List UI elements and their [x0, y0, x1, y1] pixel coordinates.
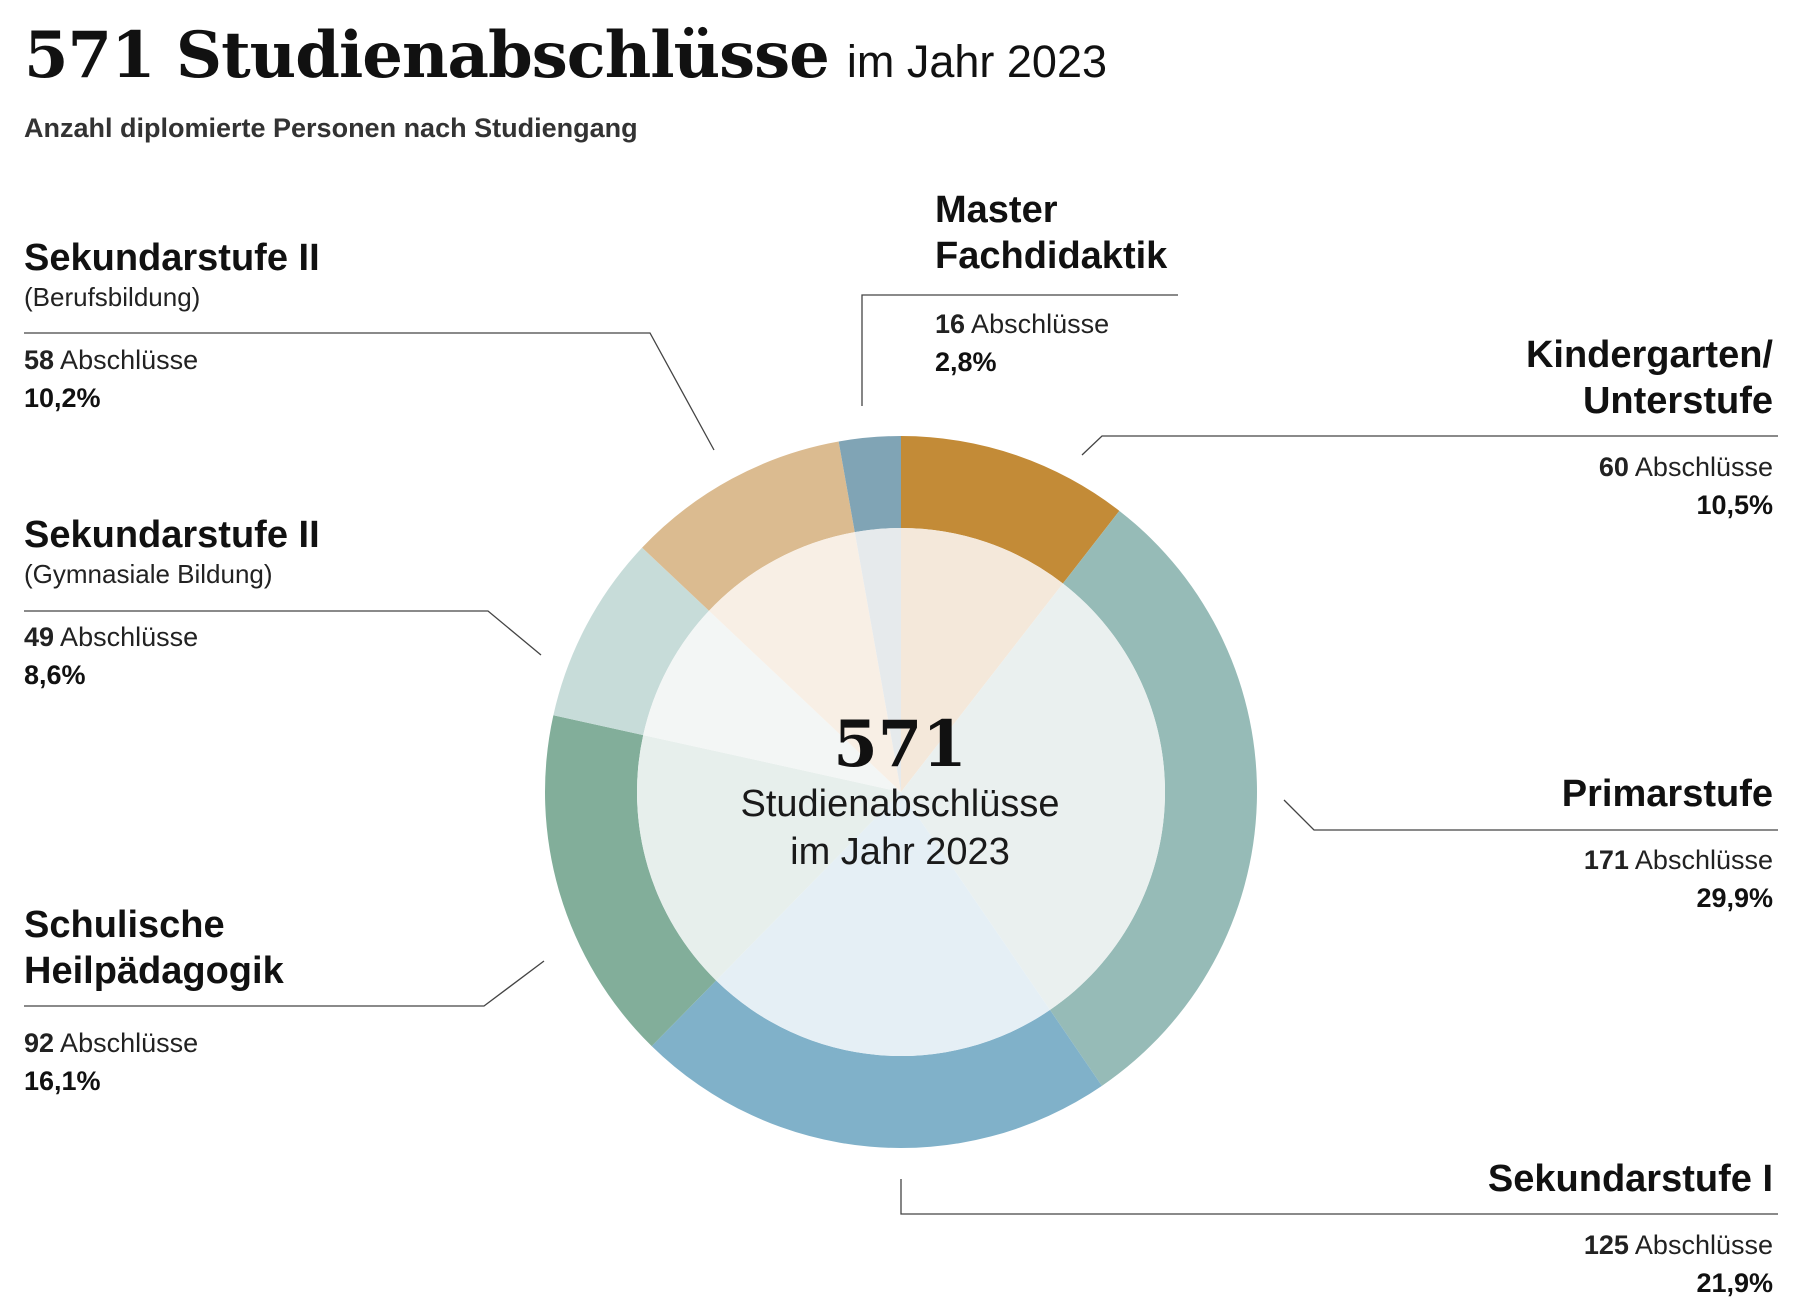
label-subname: (Berufsbildung) — [24, 282, 201, 312]
label-name: Primarstufe — [1561, 773, 1773, 815]
label-name: Sekundarstufe II — [24, 237, 320, 279]
donut-slices — [545, 436, 1257, 1148]
donut-slice-inner — [854, 528, 901, 792]
label-count: 58 Abschlüsse — [24, 345, 199, 375]
label-primarstufe: Primarstufe 171 Abschlüsse 29,9% — [1253, 771, 1773, 917]
label-percent: 21,9% — [1696, 1268, 1773, 1298]
label-schulische-heilpaedagogik: Schulische Heilpädagogik 92 Abschlüsse 1… — [24, 902, 544, 1100]
chart-title: 571 Studienabschlüsse — [24, 18, 830, 93]
label-name: Kindergarten/ Unterstufe — [1525, 334, 1773, 422]
donut-slice-inner — [716, 792, 1051, 1056]
label-count: 171 Abschlüsse — [1583, 845, 1773, 875]
label-name: Master Fachdidaktik — [935, 189, 1168, 277]
label-count: 92 Abschlüsse — [24, 1028, 199, 1058]
leader-line — [861, 294, 1178, 406]
leader-line — [24, 960, 545, 1007]
chart-subtitle: Anzahl diplomierte Personen nach Studien… — [24, 113, 638, 143]
leader-line — [1081, 435, 1778, 456]
label-percent: 16,1% — [24, 1066, 101, 1096]
donut-slice-outer — [651, 980, 1102, 1148]
donut-slice-inner — [643, 610, 901, 792]
centre-label: 571 Studienabschlüsse im Jahr 2023 — [700, 710, 1100, 876]
label-name: Sekundarstufe I — [1487, 1158, 1773, 1200]
label-kindergarten-unterstufe: Kindergarten/ Unterstufe 60 Abschlüsse 1… — [1253, 332, 1773, 524]
chart-title-row: 571 Studienabschlüsse im Jahr 2023 — [24, 18, 1107, 93]
label-percent: 29,9% — [1696, 883, 1773, 913]
label-sekundarstufe-2-gymnasial: Sekundarstufe II (Gymnasiale Bildung) 49… — [24, 512, 544, 694]
label-sekundarstufe-1: Sekundarstufe I 125 Abschlüsse 21,9% — [1253, 1156, 1773, 1302]
label-percent: 10,5% — [1696, 490, 1773, 520]
leader-lines — [24, 294, 1778, 1215]
leader-line — [900, 1179, 1778, 1215]
label-sekundarstufe-2-berufsbildung: Sekundarstufe II (Berufsbildung) 58 Absc… — [24, 235, 544, 417]
leader-line — [1283, 799, 1778, 831]
centre-text: Studienabschlüsse im Jahr 2023 — [740, 783, 1060, 873]
label-master-fachdidaktik: Master Fachdidaktik 16 Abschlüsse 2,8% — [935, 187, 1455, 381]
donut-slice-outer — [553, 547, 710, 736]
donut-slice-inner — [709, 532, 901, 792]
label-name: Schulische Heilpädagogik — [24, 904, 284, 992]
donut-slice-inner — [901, 528, 1063, 792]
donut-slice-inner — [901, 583, 1165, 1010]
centre-total: 571 — [833, 707, 967, 782]
leader-line — [24, 610, 542, 656]
label-count: 125 Abschlüsse — [1583, 1230, 1773, 1260]
label-subname: (Gymnasiale Bildung) — [24, 559, 273, 589]
donut-slice-outer — [1050, 510, 1257, 1086]
label-percent: 8,6% — [24, 660, 86, 690]
donut-slice-outer — [901, 436, 1120, 584]
label-percent: 2,8% — [935, 347, 997, 377]
label-name: Sekundarstufe II — [24, 514, 320, 556]
donut-slice-outer — [545, 715, 717, 1047]
label-count: 16 Abschlüsse — [935, 309, 1110, 339]
donut-slice-outer — [838, 436, 901, 533]
label-count: 49 Abschlüsse — [24, 622, 199, 652]
leader-line — [24, 332, 715, 451]
chart-title-suffix: im Jahr 2023 — [846, 36, 1108, 87]
donut-slice-inner — [637, 735, 901, 981]
label-count: 60 Abschlüsse — [1598, 452, 1773, 482]
donut-slice-outer — [642, 441, 855, 611]
label-percent: 10,2% — [24, 383, 101, 413]
